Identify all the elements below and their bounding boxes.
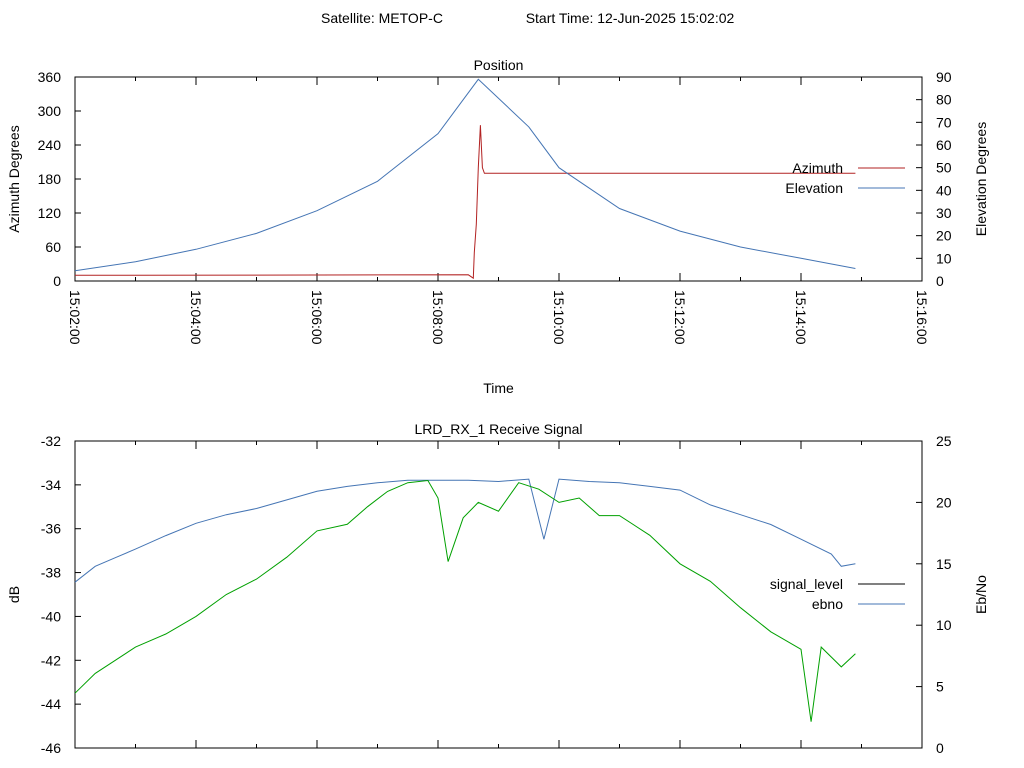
x-tick-label: 15:04:00	[188, 290, 204, 345]
legend-label: ebno	[812, 596, 843, 612]
chart-title: Position	[474, 57, 524, 73]
legend-label: signal_level	[770, 576, 843, 592]
x-tick-label: 15:02:00	[67, 290, 83, 345]
y-tick-label: 60	[45, 239, 61, 255]
y2-tick-label: 15	[936, 556, 952, 572]
y2-tick-label: 90	[936, 69, 952, 85]
y-tick-label: -36	[41, 521, 61, 537]
plot-frame	[74, 76, 923, 282]
y2-tick-label: 10	[936, 617, 952, 633]
y-tick-label: 300	[38, 103, 62, 119]
y2-tick-label: 0	[936, 740, 944, 756]
x-tick-label: 15:16:00	[914, 290, 930, 345]
y-tick-label: -40	[41, 608, 61, 624]
header-satellite: Satellite: METOP-C	[321, 10, 443, 26]
y-tick-label: 120	[38, 205, 62, 221]
y-tick-label: 0	[53, 273, 61, 289]
chart-title: LRD_RX_1 Receive Signal	[414, 421, 582, 437]
y2-tick-label: 10	[936, 250, 952, 266]
y2-tick-label: 50	[936, 160, 952, 176]
y-tick-label: 360	[38, 69, 62, 85]
y-tick-label: -44	[41, 696, 61, 712]
x-tick-label: 15:10:00	[551, 290, 567, 345]
legend-label: Elevation	[785, 180, 843, 196]
series-line-unnamed	[74, 479, 856, 722]
x-tick-label: 15:06:00	[309, 290, 325, 345]
series-line-Azimuth	[74, 125, 856, 280]
x-axis-label: Time	[483, 380, 514, 396]
y2-axis-label: Eb/No	[973, 575, 989, 614]
y2-tick-label: 80	[936, 92, 952, 108]
y2-tick-label: 0	[936, 273, 944, 289]
plot-frame	[74, 440, 923, 749]
position-chart: Position 0 60 120 180 240 300 360 0 10 20 30 40 50 60 7…	[6, 57, 989, 396]
y2-tick-label: 30	[936, 205, 952, 221]
y-tick-label: 180	[38, 171, 62, 187]
y2-tick-label: 20	[936, 228, 952, 244]
header-start-time: Start Time: 12-Jun-2025 15:02:02	[526, 10, 735, 26]
x-tick-label: 15:12:00	[672, 290, 688, 345]
y-tick-label: 240	[38, 137, 62, 153]
series-line-Elevation	[74, 78, 856, 272]
y-tick-label: -46	[41, 740, 61, 756]
legend-label: Azimuth	[792, 160, 843, 176]
receive-signal-chart: LRD_RX_1 Receive Signal -46 -44 -42 -40 -38 -3…	[6, 421, 989, 756]
y-axis-label: Azimuth Degrees	[6, 125, 22, 232]
y2-tick-label: 5	[936, 679, 944, 695]
y-tick-label: -42	[41, 652, 61, 668]
series-line-ebno	[74, 478, 856, 583]
y2-tick-label: 60	[936, 137, 952, 153]
y-tick-label: -32	[41, 433, 61, 449]
y2-tick-label: 40	[936, 182, 952, 198]
y-tick-label: -38	[41, 565, 61, 581]
x-tick-label: 15:14:00	[793, 290, 809, 345]
y2-axis-label: Elevation Degrees	[973, 122, 989, 236]
y2-tick-label: 70	[936, 114, 952, 130]
y-axis-label: dB	[6, 586, 22, 603]
y2-tick-label: 25	[936, 433, 952, 449]
x-tick-label: 15:08:00	[430, 290, 446, 345]
y-tick-label: -34	[41, 477, 61, 493]
y2-tick-label: 20	[936, 494, 952, 510]
